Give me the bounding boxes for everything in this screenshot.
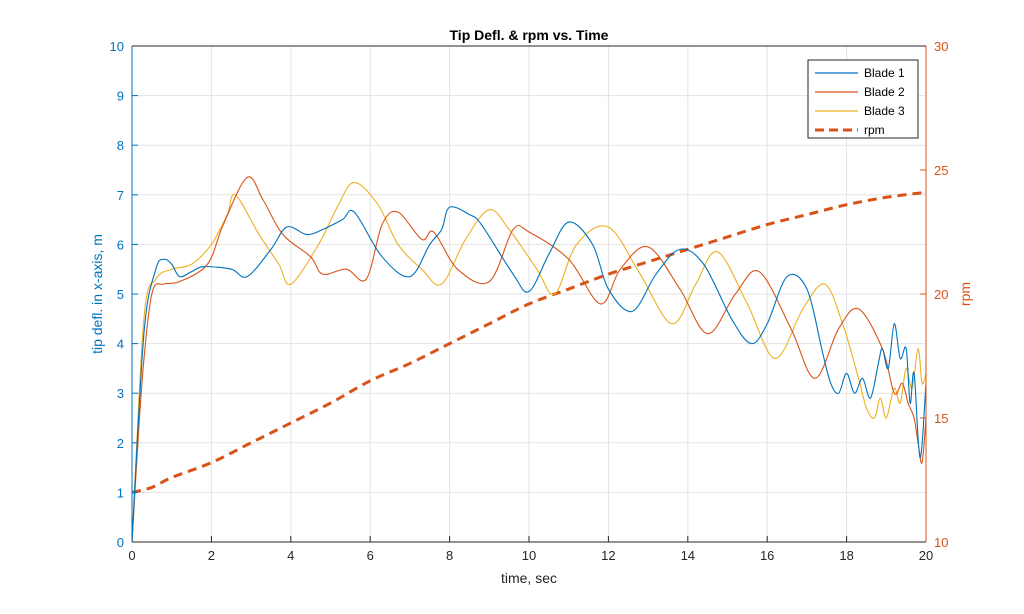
y-axis-label-left: tip defl. in x-axis, m [89, 234, 105, 354]
x-axis-label: time, sec [501, 570, 557, 586]
y-tick-label-left: 2 [117, 436, 124, 451]
y-tick-label-left: 9 [117, 89, 124, 104]
series-lines [131, 176, 927, 543]
y-tick-label-left: 7 [117, 188, 124, 203]
x-tick-label: 6 [367, 548, 374, 563]
y-tick-label-right: 15 [934, 411, 948, 426]
y-tick-label-right: 25 [934, 163, 948, 178]
y-tick-label-left: 3 [117, 386, 124, 401]
y-tick-label-left: 0 [117, 535, 124, 550]
y-tick-label-left: 1 [117, 485, 124, 500]
y-tick-label-left: 10 [110, 39, 124, 54]
x-tick-label: 14 [681, 548, 695, 563]
x-tick-label: 4 [287, 548, 294, 563]
x-tick-label: 0 [128, 548, 135, 563]
x-tick-label: 2 [208, 548, 215, 563]
x-tick-label: 20 [919, 548, 933, 563]
y-tick-label-left: 6 [117, 237, 124, 252]
x-tick-label: 18 [839, 548, 853, 563]
series-line-blade-1 [131, 206, 927, 543]
y-tick-label-right: 30 [934, 39, 948, 54]
x-tick-label: 8 [446, 548, 453, 563]
legend-label: Blade 1 [864, 66, 905, 80]
legend-label: Blade 3 [864, 104, 905, 118]
legend: Blade 1 Blade 2 Blade 3 rpm [807, 59, 919, 139]
legend-label: Blade 2 [864, 85, 905, 99]
x-tick-label: 10 [522, 548, 536, 563]
y-axis-label-right: rpm [957, 282, 973, 306]
y-tick-label-left: 4 [117, 337, 124, 352]
legend-label: rpm [864, 123, 885, 137]
y-tick-label-right: 10 [934, 535, 948, 550]
x-tick-label: 12 [601, 548, 615, 563]
y-tick-label-left: 8 [117, 138, 124, 153]
series-line-blade-3 [131, 181, 927, 543]
x-tick-label: 16 [760, 548, 774, 563]
y-tick-label-right: 20 [934, 287, 948, 302]
chart-title: Tip Defl. & rpm vs. Time [450, 27, 609, 43]
series-line-rpm [131, 190, 927, 494]
y-tick-label-left: 5 [117, 287, 124, 302]
